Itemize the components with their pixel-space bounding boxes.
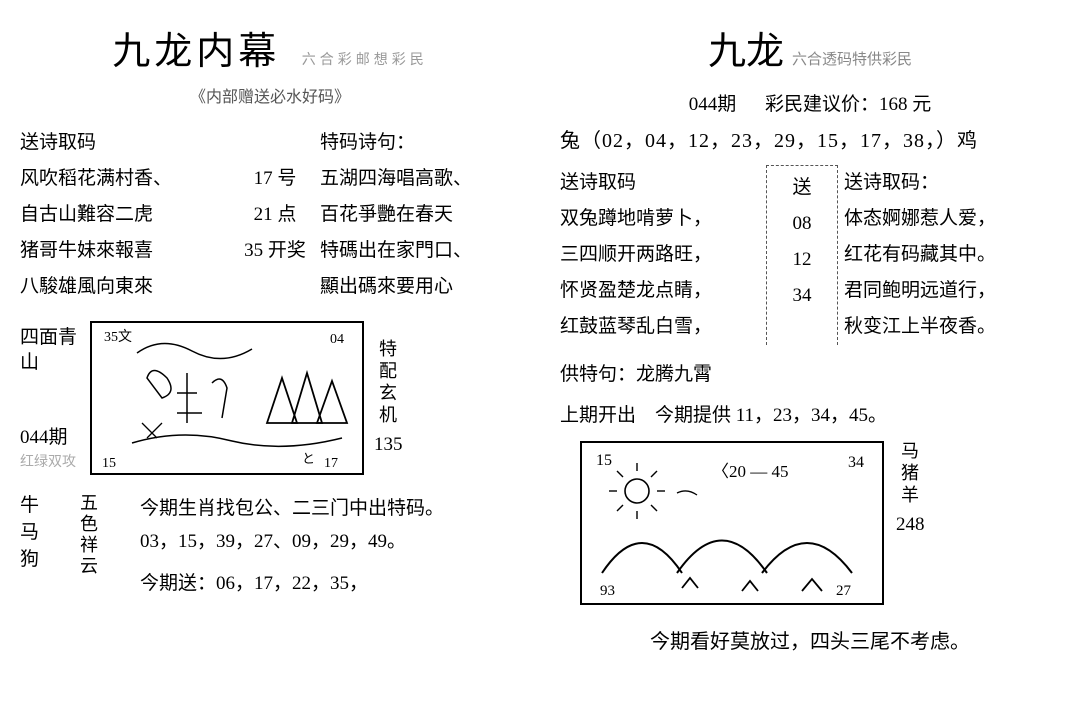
left-drawing-right-labels: 特配玄机 135 [374, 339, 403, 458]
left-poem-block: 送诗取码 风吹稻花满村香、 自古山難容二虎 猪哥牛妹來報喜 八駿雄風向東來 17… [20, 125, 520, 305]
issue-faint: 红绿双攻 [20, 451, 90, 471]
right-issue-row: 044期 彩民建议价：168 元 [560, 89, 1060, 116]
left-title-faint: 六合彩邮想彩民 [302, 49, 428, 69]
svg-text:と: と [302, 451, 315, 466]
corner-tr: 04 [330, 332, 344, 347]
pt-left-header: 送诗取码 [560, 165, 760, 201]
pt-right-line: 体态婀娜惹人爱， [844, 201, 1044, 237]
corner-tl: 35文 [104, 329, 132, 345]
mid-num: 34 [767, 278, 837, 314]
left-panel: 九龙内幕 六合彩邮想彩民 《内部赠送必水好码》 送诗取码 风吹稻花满村香、 自古… [0, 0, 540, 712]
right-title: 九龙 [708, 31, 784, 73]
provide-line: 上期开出 今期提供 11，23，34，45。 [560, 400, 1060, 427]
poem-left-line: 八駿雄風向東來 [20, 269, 230, 305]
poem-mid-line: 35 开奖 [230, 233, 320, 269]
r-vert-right: 马猪羊 [896, 441, 922, 507]
send: 今期送：06，17，22，35， [140, 568, 520, 600]
corner-bl: 15 [102, 456, 116, 471]
pt-right-line: 红花有码藏其中。 [844, 237, 1044, 273]
poem-left-line: 自古山難容二虎 [20, 197, 230, 233]
pt-right-line: 君同鲍明远道行， [844, 273, 1044, 309]
right-num: 135 [374, 433, 403, 458]
poem-left-line: 猪哥牛妹來報喜 [20, 233, 230, 269]
left-subtitle: 《内部赠送必水好码》 [20, 83, 520, 107]
zodiac-col: 牛 马 狗 [20, 493, 80, 600]
right-title-faint: 六合透码特供彩民 [792, 52, 912, 68]
poem-left-header: 送诗取码 [20, 125, 230, 161]
mid-num: 12 [767, 242, 837, 278]
pt-mid: 送 08 12 34 [766, 165, 838, 345]
right-panel: 九龙 六合透码特供彩民 044期 彩民建议价：168 元 兔（02，04，12，… [540, 0, 1080, 712]
poem-right-line: 特碼出在家門口、 [320, 233, 520, 269]
pt-right-line: 秋变江上半夜香。 [844, 309, 1044, 345]
r-midlabel: 〈20 — 45 [712, 462, 789, 481]
animal-line: 兔（02，04，12，23，29，15，17，38，）鸡 [560, 124, 1060, 153]
left-bottom-block: 牛 马 狗 五色祥云 今期生肖找包公、二三门中出特码。 03，15，39，27、… [20, 493, 520, 600]
poem-mid-line: 21 点 [230, 197, 320, 233]
corner-br: 17 [324, 456, 338, 471]
left-title-row: 九龙内幕 六合彩邮想彩民 [20, 20, 520, 75]
right-poem-table: 送诗取码 双兔蹲地啃萝卜， 三四顺开两路旺， 怀贤盈楚龙点睛， 红鼓蓝琴乱白雪，… [560, 165, 1060, 345]
pt-left-line: 怀贤盈楚龙点睛， [560, 273, 760, 309]
pt-right: 送诗取码： 体态婀娜惹人爱， 红花有码藏其中。 君同鲍明远道行， 秋变江上半夜香… [844, 165, 1044, 345]
side-label-left: 四面青山 [20, 326, 90, 375]
right-drawing-side: 马猪羊 248 [896, 441, 925, 538]
pt-left-line: 红鼓蓝琴乱白雪， [560, 309, 760, 345]
poem-left: 送诗取码 风吹稻花满村香、 自古山難容二虎 猪哥牛妹來報喜 八駿雄風向東來 [20, 125, 230, 305]
zodiac-label: 五色祥云 [80, 493, 116, 576]
left-drawing-row: 四面青山 044期 红绿双攻 35文 04 15 17 [20, 321, 520, 475]
pt-right-header: 送诗取码： [844, 165, 1044, 201]
left-side-labels: 四面青山 044期 红绿双攻 [20, 326, 90, 470]
left-drawing-box: 35文 04 15 17 と [90, 321, 364, 475]
poem-mid-line: 17 号 [230, 161, 320, 197]
zodiac: 狗 [20, 547, 80, 574]
poem-right-line: 顯出碼來要用心 [320, 269, 520, 305]
final-line: 今期看好莫放过，四头三尾不考虑。 [560, 625, 1060, 654]
r-right-num: 248 [896, 513, 925, 538]
pt-left: 送诗取码 双兔蹲地啃萝卜， 三四顺开两路旺， 怀贤盈楚龙点睛， 红鼓蓝琴乱白雪， [560, 165, 760, 345]
vert-right: 特配玄机 [374, 339, 400, 427]
r-br: 27 [836, 583, 852, 599]
nums: 03，15，39，27、09，29，49。 [140, 526, 520, 558]
pt-left-line: 双兔蹲地啃萝卜， [560, 201, 760, 237]
pt-left-line: 三四顺开两路旺， [560, 237, 760, 273]
poem-right-line: 五湖四海唱高歌、 [320, 161, 520, 197]
right-drawing-box: 15 34 93 27 〈20 — 45 [580, 441, 884, 605]
r-tr: 34 [848, 454, 864, 471]
zodiac: 马 [20, 520, 80, 547]
poem-left-line: 风吹稻花满村香、 [20, 161, 230, 197]
poem-right-header: 特码诗句： [320, 125, 520, 161]
mid-num: 08 [767, 206, 837, 242]
poem-right-line: 百花爭艷在春天 [320, 197, 520, 233]
special-line: 供特句：龙腾九霄 [560, 359, 1060, 386]
left-drawing-svg: 35文 04 15 17 と [92, 323, 362, 473]
right-issue: 044期 [689, 94, 737, 115]
price-label: 彩民建议价：168 元 [765, 94, 931, 115]
right-drawing-svg: 15 34 93 27 〈20 — 45 [582, 443, 882, 603]
zodiac: 牛 [20, 493, 80, 520]
desc1: 今期生肖找包公、二三门中出特码。 [140, 493, 520, 525]
poem-right: 特码诗句： 五湖四海唱高歌、 百花爭艷在春天 特碼出在家門口、 顯出碼來要用心 [320, 125, 520, 305]
left-title: 九龙内幕 [112, 31, 280, 73]
right-drawing-row: 15 34 93 27 〈20 — 45 [560, 441, 1060, 605]
mid-header: 送 [767, 170, 837, 206]
r-bl: 93 [600, 583, 615, 599]
right-title-row: 九龙 六合透码特供彩民 [560, 20, 1060, 75]
poem-mid: 17 号 21 点 35 开奖 [230, 125, 320, 305]
issue-label: 044期 [20, 426, 90, 451]
zodiac-label-col: 五色祥云 [80, 493, 140, 600]
r-tl: 15 [596, 452, 612, 469]
desc-col: 今期生肖找包公、二三门中出特码。 03，15，39，27、09，29，49。 今… [140, 493, 520, 600]
